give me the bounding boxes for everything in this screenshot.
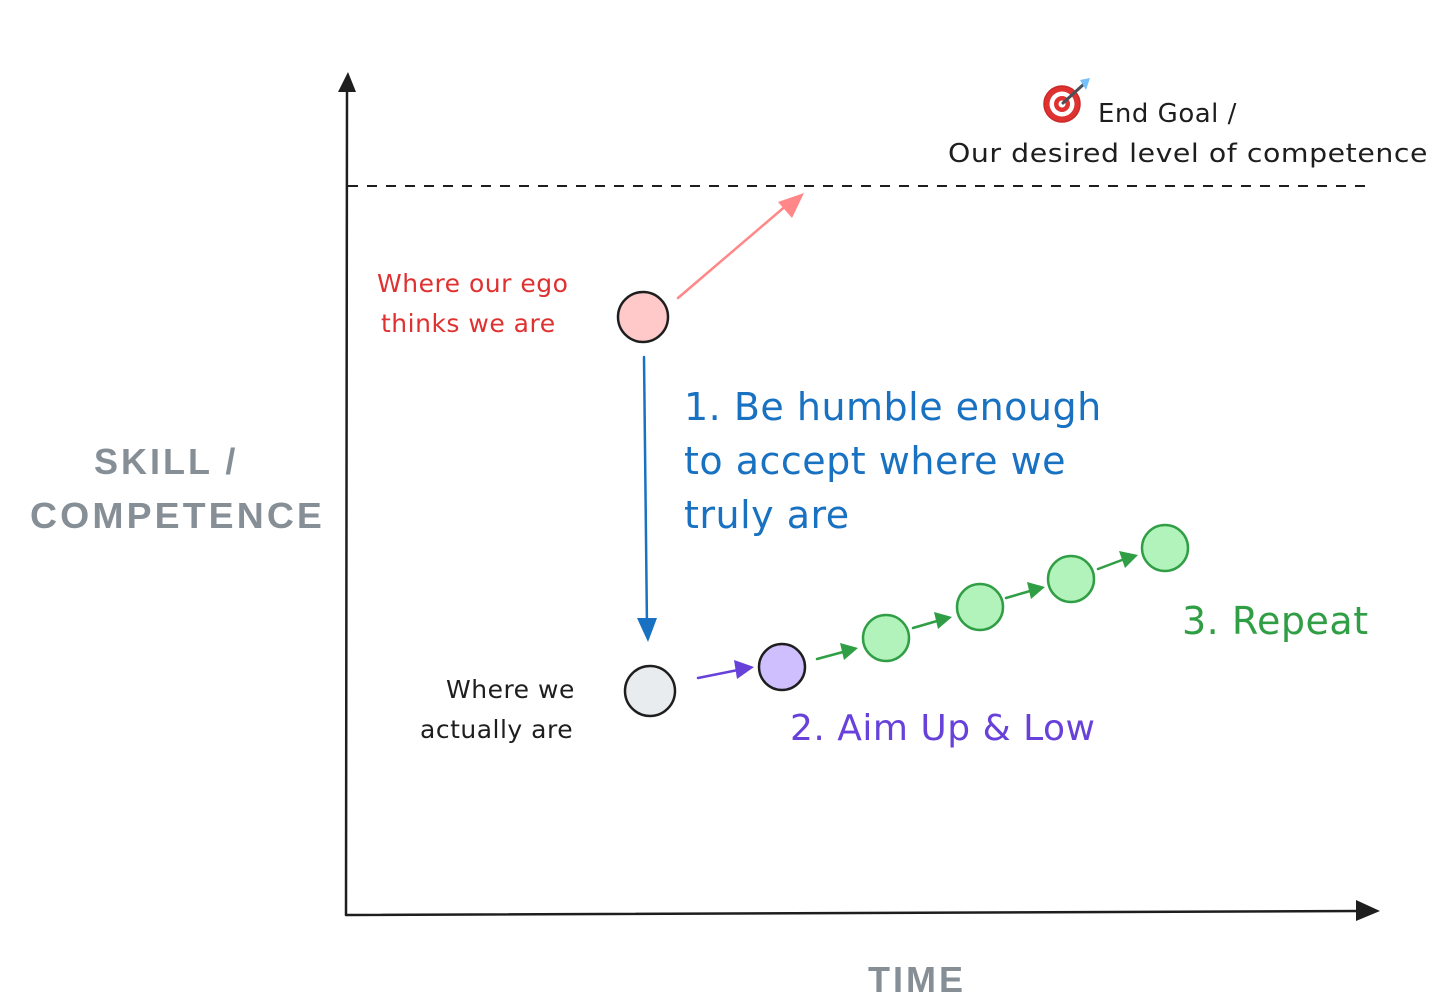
repeat-node bbox=[1140, 523, 1190, 573]
ego-node bbox=[616, 290, 670, 344]
ego-label-line1: Where our ego bbox=[377, 269, 568, 298]
repeat-arrow bbox=[1096, 551, 1138, 571]
y-axis-line bbox=[344, 88, 349, 917]
step1-line3: truly are bbox=[684, 493, 850, 537]
x-axis-label: TIME bbox=[868, 959, 966, 1000]
target-dart-icon bbox=[1043, 78, 1090, 123]
repeat-chain bbox=[815, 523, 1190, 663]
goal-line2: Our desired level of competence bbox=[948, 139, 1428, 169]
aim-arrow bbox=[696, 660, 754, 680]
repeat-node bbox=[861, 613, 911, 663]
aim-node bbox=[757, 642, 807, 692]
y-axis-label-line2: COMPETENCE bbox=[30, 495, 325, 536]
step1-line1: 1. Be humble enough bbox=[684, 385, 1102, 429]
x-axis-arrowhead bbox=[1356, 900, 1380, 921]
x-axis-line bbox=[344, 909, 1362, 917]
repeat-arrow bbox=[911, 612, 952, 630]
step2-label: 2. Aim Up & Low bbox=[790, 708, 1095, 749]
y-axis-label-line1: SKILL / bbox=[94, 441, 238, 482]
ego-goal-arrow bbox=[676, 193, 804, 300]
repeat-node bbox=[1046, 554, 1096, 604]
repeat-arrow bbox=[815, 643, 858, 661]
ego-label-line2: thinks we are bbox=[381, 309, 556, 338]
step1-line2: to accept where we bbox=[684, 439, 1066, 483]
step1-arrow bbox=[637, 355, 657, 642]
y-axis-arrowhead bbox=[338, 72, 356, 92]
actual-node bbox=[623, 664, 677, 718]
step3-label: 3. Repeat bbox=[1182, 599, 1369, 643]
goal-label: End Goal / Our desired level of competen… bbox=[948, 78, 1428, 169]
repeat-node bbox=[955, 582, 1005, 632]
actual-label-line2: actually are bbox=[420, 715, 573, 744]
actual-label-line1: Where we bbox=[446, 675, 575, 704]
axes bbox=[338, 72, 1380, 921]
repeat-arrow bbox=[1004, 582, 1045, 600]
goal-line1: End Goal / bbox=[1098, 99, 1237, 129]
